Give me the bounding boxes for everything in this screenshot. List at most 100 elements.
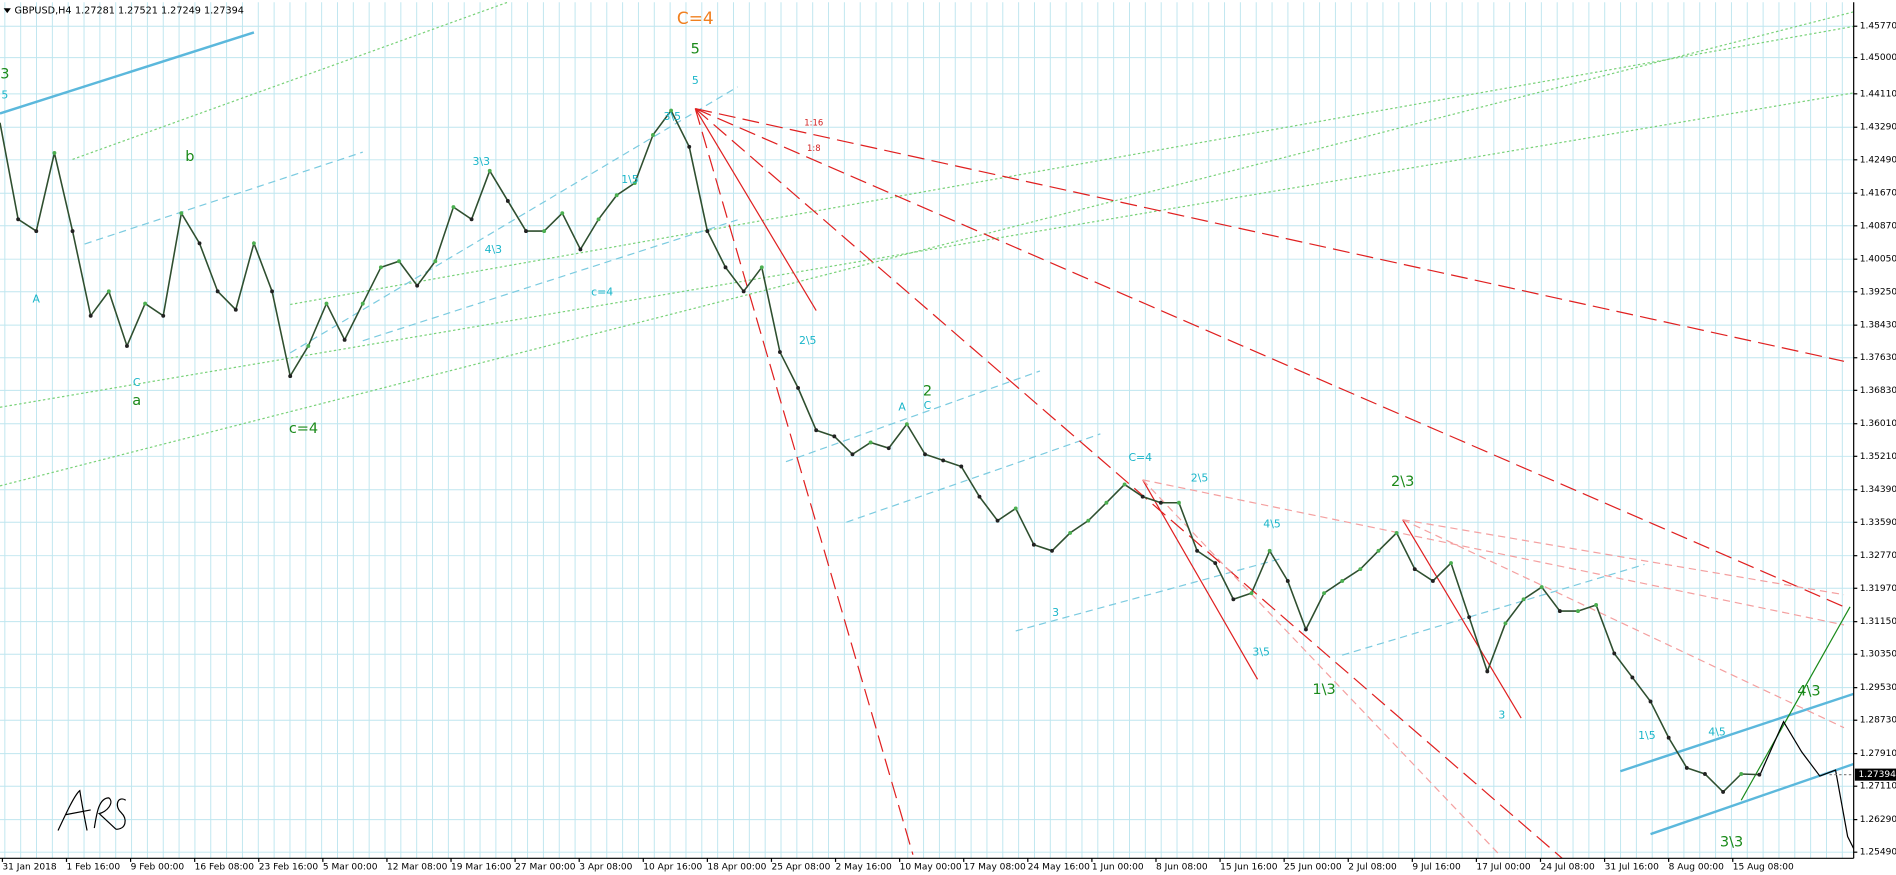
- y-tick-label: 1.34390: [1860, 485, 1896, 495]
- x-tick-label: 17 Jul 00:00: [1476, 862, 1530, 872]
- wave-label: A: [898, 400, 906, 413]
- close-point: [1394, 530, 1399, 535]
- close-point: [1104, 500, 1109, 505]
- close-point: [1612, 651, 1617, 656]
- trend-lines: [0, 1, 1855, 868]
- x-tick-label: 18 Apr 00:00: [707, 862, 766, 872]
- close-point: [1721, 789, 1726, 794]
- close-point: [941, 458, 946, 463]
- x-tick-label: 16 Feb 08:00: [195, 862, 255, 872]
- green-dotted-line: [0, 92, 1854, 408]
- close-point: [1267, 548, 1272, 553]
- close-point: [1684, 765, 1689, 770]
- close-point: [1412, 567, 1417, 572]
- close-point: [1703, 772, 1707, 776]
- close-point: [1303, 627, 1308, 632]
- y-tick-label: 1.31970: [1860, 584, 1896, 594]
- wave-label: c=4: [591, 285, 613, 298]
- y-tick-label: 1.43290: [1860, 123, 1896, 133]
- channel-line: [1342, 563, 1645, 656]
- close-point: [723, 265, 728, 270]
- close-point: [524, 229, 528, 234]
- price-axis-area: [1853, 2, 1896, 873]
- channel-line: [0, 31, 255, 115]
- close-point: [796, 385, 800, 390]
- close-point: [161, 313, 166, 318]
- wave-label: C: [924, 399, 932, 412]
- wave-label: 3\5: [664, 110, 682, 123]
- projection-line: [1740, 606, 1851, 801]
- close-point: [397, 259, 401, 264]
- wave-label: 1\5: [621, 173, 639, 186]
- projection-path: [1758, 720, 1855, 849]
- close-point: [1086, 518, 1091, 523]
- current-price-label: 1.27394: [1859, 770, 1896, 780]
- close-point: [487, 168, 492, 173]
- close-point: [1031, 542, 1036, 547]
- close-point: [1557, 609, 1562, 614]
- x-tick-label: 17 May 08:00: [964, 862, 1026, 872]
- green-dotted-line: [290, 25, 1854, 306]
- close-point: [143, 301, 148, 306]
- time-axis-area: [0, 858, 1896, 873]
- channel-line: [1015, 557, 1282, 632]
- y-tick-label: 1.31150: [1860, 617, 1896, 627]
- fan-line: [1142, 479, 1845, 626]
- close-point: [505, 199, 510, 203]
- close-point: [88, 313, 93, 318]
- close-point: [1739, 772, 1744, 776]
- x-tick-label: 8 Aug 00:00: [1669, 862, 1724, 872]
- channel-line: [289, 86, 738, 354]
- x-tick-label: 25 Jun 00:00: [1284, 862, 1342, 872]
- wave-label: 5: [691, 41, 700, 57]
- x-tick-label: 2 May 16:00: [836, 862, 893, 872]
- x-tick-label: 1 Jun 00:00: [1092, 862, 1144, 872]
- close-point: [1449, 561, 1453, 565]
- y-tick-label: 1.42490: [1860, 155, 1896, 165]
- close-point: [215, 289, 220, 294]
- close-point: [578, 247, 583, 252]
- y-tick-label: 1.40870: [1860, 221, 1896, 231]
- y-tick-label: 1.41670: [1860, 189, 1896, 199]
- wave-label: 4\3: [485, 243, 503, 256]
- x-tick-label: 12 Mar 08:00: [387, 862, 448, 872]
- close-point: [1521, 597, 1526, 602]
- wave-label: 3\3: [472, 155, 490, 168]
- close-point: [1285, 579, 1290, 583]
- wave-label: 3: [1052, 606, 1059, 619]
- y-tick-label: 1.27110: [1860, 782, 1896, 792]
- channel-line: [362, 219, 738, 342]
- close-point: [1177, 500, 1181, 505]
- wave-label: b: [185, 149, 194, 165]
- wave-label: C=4: [1128, 451, 1152, 464]
- wave-label: 3\5: [1252, 646, 1270, 659]
- close-point: [741, 289, 746, 294]
- series: [0, 108, 1762, 794]
- close-point: [1376, 548, 1381, 553]
- close-point: [270, 289, 275, 294]
- y-tick-label: 1.33590: [1860, 518, 1896, 528]
- x-tick-label: 24 May 16:00: [1028, 862, 1090, 872]
- close-point: [1576, 609, 1580, 614]
- wave-label: C=4: [677, 8, 714, 28]
- close-point: [1050, 548, 1054, 553]
- x-tick-label: 31 Jan 2018: [2, 862, 56, 872]
- close-point: [125, 344, 129, 348]
- y-tick-label: 1.36010: [1860, 419, 1896, 429]
- close-point: [1140, 494, 1145, 499]
- channel-line: [785, 370, 1041, 463]
- close-point: [16, 217, 21, 222]
- close-point: [850, 452, 855, 457]
- grid: [0, 2, 1854, 859]
- x-tick-label: 15 Jun 16:00: [1220, 862, 1278, 872]
- close-point: [923, 452, 927, 457]
- close-point: [542, 229, 547, 234]
- x-tick-label: 5 Mar 00:00: [323, 862, 378, 872]
- fan-line: [695, 108, 1845, 608]
- channel-line: [1619, 692, 1855, 773]
- menu-arrow[interactable]: [3, 8, 11, 14]
- y-tick-label: 1.29530: [1860, 683, 1896, 693]
